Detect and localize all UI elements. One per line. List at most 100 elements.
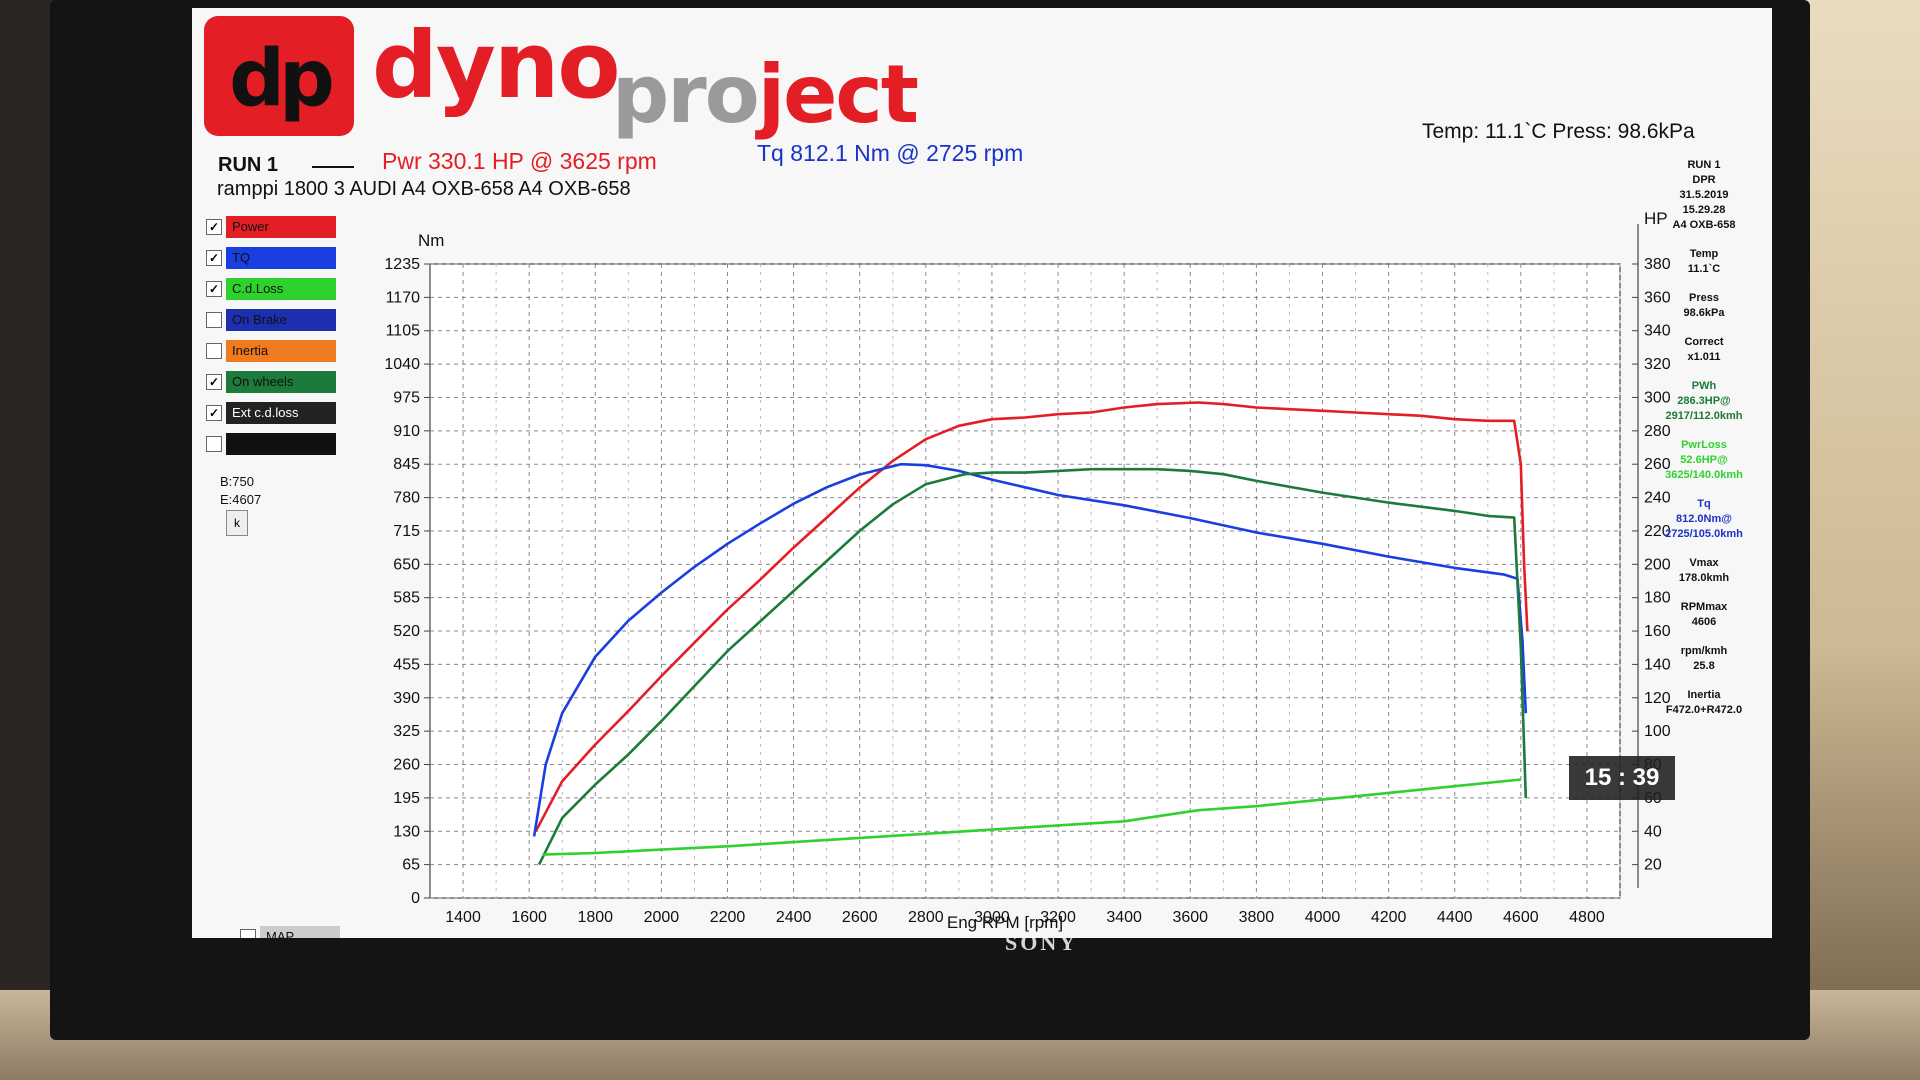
info-e: E:4607 bbox=[220, 492, 262, 507]
logo: dp bbox=[204, 16, 354, 136]
y-right-tick-label: 180 bbox=[1644, 590, 1671, 607]
legend-item[interactable]: ✓ Ext c.d.loss bbox=[206, 402, 336, 424]
y-right-tick-label: 280 bbox=[1644, 423, 1671, 440]
sidebar-line: x1.011 bbox=[1687, 351, 1721, 363]
legend-label: On Brake bbox=[226, 309, 336, 331]
y-left-tick-label: 975 bbox=[393, 389, 420, 406]
x-tick-label: 3600 bbox=[1172, 909, 1208, 926]
sidebar-line: 52.6HP@ bbox=[1680, 454, 1728, 466]
y-left-tick-label: 845 bbox=[393, 456, 420, 473]
dyno-screen: dp dyno project RUN 1 Pwr 330.1 HP @ 362… bbox=[192, 8, 1772, 938]
y-right-tick-label: 300 bbox=[1644, 389, 1671, 406]
sidebar-group: PWh 286.3HP@ 2917/112.0kmh bbox=[1644, 379, 1764, 424]
sidebar-group: Tq 812.0Nm@ 2725/105.0kmh bbox=[1644, 497, 1764, 542]
sidebar-line: PWh bbox=[1691, 380, 1717, 392]
run-label: RUN 1 bbox=[218, 154, 279, 176]
sidebar-group: Vmax 178.0kmh bbox=[1644, 556, 1764, 586]
legend-item[interactable] bbox=[206, 433, 336, 455]
x-tick-label: 2000 bbox=[644, 909, 680, 926]
y-right-tick-label: 380 bbox=[1644, 256, 1671, 273]
sidebar-group: Temp 11.1`C bbox=[1644, 247, 1764, 277]
y-right-tick-label: 340 bbox=[1644, 323, 1671, 340]
y-left-tick-label: 325 bbox=[393, 723, 420, 740]
y-right-tick-label: 120 bbox=[1644, 690, 1671, 707]
torque-summary: Tq 812.1 Nm @ 2725 rpm bbox=[757, 140, 1024, 166]
sidebar-line: 3625/140.0kmh bbox=[1665, 469, 1743, 481]
y-left-tick-label: 520 bbox=[393, 623, 420, 640]
legend-label bbox=[226, 433, 336, 455]
x-axis-title: Eng RPM [rpm] bbox=[947, 913, 1063, 932]
y-left-tick-label: 1040 bbox=[384, 356, 420, 373]
sidebar-group: RPMmax 4606 bbox=[1644, 600, 1764, 630]
brand-pro: pro bbox=[612, 48, 760, 141]
legend-checkbox[interactable]: ✓ bbox=[206, 281, 222, 297]
x-tick-label: 4600 bbox=[1503, 909, 1539, 926]
y-left-tick-label: 455 bbox=[393, 656, 420, 673]
sidebar-line: rpm/kmh bbox=[1680, 645, 1728, 657]
y-left-tick-label: 195 bbox=[393, 790, 420, 807]
legend-label: On wheels bbox=[226, 371, 336, 393]
legend-item[interactable]: ✓ Power bbox=[206, 216, 336, 238]
y-right-tick-label: 360 bbox=[1644, 289, 1671, 306]
sidebar-group: RUN 1 DPR 31.5.2019 15.29.28 A4 OXB-658 bbox=[1644, 158, 1764, 233]
y-right-tick-label: 20 bbox=[1644, 857, 1662, 874]
sidebar-line: 2917/112.0kmh bbox=[1665, 410, 1743, 422]
legend-item[interactable]: ✓ TQ bbox=[206, 247, 336, 269]
legend-checkbox[interactable]: ✓ bbox=[206, 250, 222, 266]
x-tick-label: 4400 bbox=[1437, 909, 1473, 926]
k-button[interactable]: k bbox=[226, 510, 248, 536]
legend-checkbox[interactable]: ✓ bbox=[206, 374, 222, 390]
y-right-tick-label: 320 bbox=[1644, 356, 1671, 373]
brand-dyno: dyno bbox=[372, 12, 621, 119]
legend-item[interactable]: ✓ On wheels bbox=[206, 371, 336, 393]
sidebar-line: 812.0Nm@ bbox=[1676, 513, 1732, 525]
x-tick-label: 4000 bbox=[1305, 909, 1341, 926]
sidebar-line: DPR bbox=[1692, 174, 1716, 186]
brand-ject: ject bbox=[757, 48, 919, 141]
sidebar-line: 4606 bbox=[1691, 616, 1717, 628]
sidebar-line: 286.3HP@ bbox=[1677, 395, 1731, 407]
x-tick-label: 3200 bbox=[1040, 909, 1076, 926]
y-right-tick-label: 160 bbox=[1644, 623, 1671, 640]
x-tick-label: 3800 bbox=[1239, 909, 1275, 926]
sidebar-group: Correct x1.011 bbox=[1644, 335, 1764, 365]
x-tick-label: 2800 bbox=[908, 909, 944, 926]
legend-item[interactable]: On Brake bbox=[206, 309, 336, 331]
sidebar-line: A4 OXB-658 bbox=[1672, 219, 1736, 231]
y-left-tick-label: 0 bbox=[411, 890, 420, 907]
sidebar-line: Correct bbox=[1684, 336, 1724, 348]
legend-label: Power bbox=[226, 216, 336, 238]
legend-label: Ext c.d.loss bbox=[226, 402, 336, 424]
run-line-sample bbox=[312, 166, 354, 168]
series-line-tq bbox=[532, 462, 1528, 837]
x-tick-label: 1400 bbox=[445, 909, 481, 926]
legend-checkbox[interactable] bbox=[206, 436, 222, 452]
legend-checkbox[interactable] bbox=[206, 312, 222, 328]
legend-checkbox[interactable]: ✓ bbox=[206, 219, 222, 235]
x-tick-label: 4800 bbox=[1569, 909, 1605, 926]
sidebar-line: Temp bbox=[1689, 248, 1719, 260]
legend-checkbox[interactable]: ✓ bbox=[206, 405, 222, 421]
legend-checkbox[interactable] bbox=[240, 929, 256, 938]
y-left-tick-label: 1235 bbox=[384, 256, 420, 273]
series-line-power bbox=[534, 401, 1529, 832]
x-tick-label: 1800 bbox=[577, 909, 613, 926]
series-line-on-wheels bbox=[537, 467, 1528, 866]
sidebar-line: Vmax bbox=[1689, 557, 1719, 569]
sidebar-line: 25.8 bbox=[1693, 660, 1715, 672]
logo-mark: dp bbox=[229, 34, 335, 124]
y-left-tick-label: 130 bbox=[393, 823, 420, 840]
brand-project: project bbox=[612, 48, 919, 141]
sidebar-line: 2725/105.0kmh bbox=[1665, 528, 1743, 540]
bottom-legend-item[interactable]: MAP bbox=[240, 926, 340, 938]
power-summary: Pwr 330.1 HP @ 3625 rpm bbox=[382, 148, 657, 174]
legend-checkbox[interactable] bbox=[206, 343, 222, 359]
legend-item[interactable]: Inertia bbox=[206, 340, 336, 362]
legend-label: Inertia bbox=[226, 340, 336, 362]
legend-item[interactable]: ✓ C.d.Loss bbox=[206, 278, 336, 300]
sidebar-group: PwrLoss 52.6HP@ 3625/140.0kmh bbox=[1644, 438, 1764, 483]
sidebar-line: RUN 1 bbox=[1687, 159, 1721, 171]
y-right-tick-label: 40 bbox=[1644, 823, 1662, 840]
monitor-bezel: SONY dp dyno project RUN 1 Pwr 330.1 HP … bbox=[50, 0, 1810, 1040]
series-line-c-d-loss bbox=[542, 778, 1521, 856]
